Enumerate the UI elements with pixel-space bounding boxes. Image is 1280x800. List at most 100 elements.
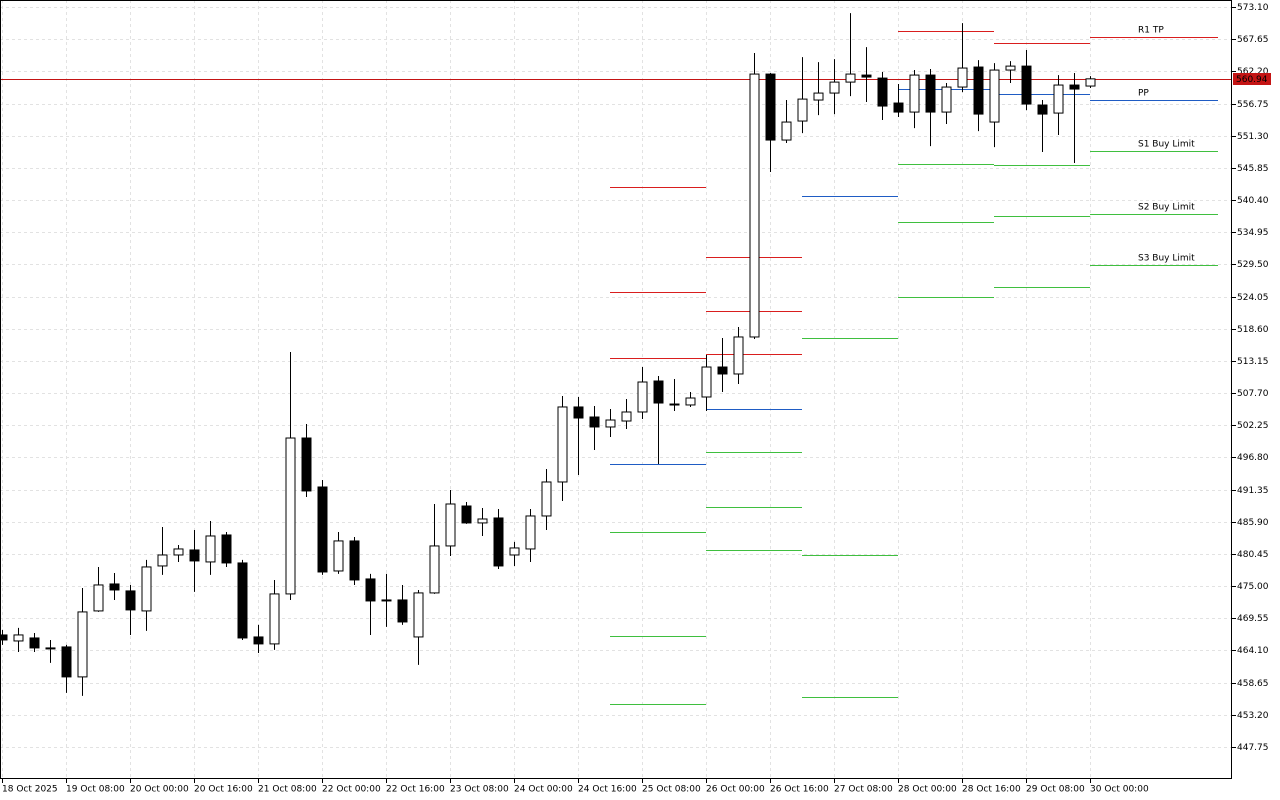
candle-body bbox=[1069, 84, 1080, 90]
y-tick-label: 464.10 bbox=[1237, 646, 1269, 656]
candle-body bbox=[861, 74, 872, 78]
candle-body bbox=[317, 486, 328, 573]
candle-body bbox=[397, 599, 408, 623]
y-tick-label: 562.20 bbox=[1237, 67, 1269, 77]
candle-body bbox=[957, 67, 968, 88]
candle-body bbox=[77, 611, 88, 678]
last-price-label: 560.94 bbox=[1236, 75, 1268, 85]
x-tick-label: 18 Oct 2025 bbox=[2, 785, 58, 795]
candle-body bbox=[285, 437, 296, 595]
last-price-box bbox=[1233, 73, 1271, 85]
candle-body bbox=[125, 590, 136, 611]
candle-body bbox=[0, 634, 8, 641]
plot-area: R1 TP PP S1 Buy Limit S2 Buy Limit S3 Buy Li… bbox=[0, 13, 1232, 705]
axes: 573.10 567.65 562.20 556.75 551.30 545.85 540.… bbox=[2, 3, 1271, 795]
candle-body bbox=[493, 517, 504, 567]
x-tick-label: 26 Oct 16:00 bbox=[770, 785, 829, 795]
y-tick-label: 518.60 bbox=[1237, 325, 1269, 335]
x-tick-label: 24 Oct 00:00 bbox=[514, 785, 573, 795]
candle-body bbox=[109, 583, 120, 591]
candle-body bbox=[1005, 65, 1016, 71]
level-label: S3 Buy Limit bbox=[1138, 254, 1195, 264]
level-label: S1 Buy Limit bbox=[1138, 140, 1195, 150]
x-tick-label: 29 Oct 08:00 bbox=[1026, 785, 1085, 795]
candle-body bbox=[829, 81, 840, 94]
grid bbox=[0, 0, 1232, 779]
candle-body bbox=[1085, 78, 1096, 87]
candle-body bbox=[13, 634, 24, 642]
candle-body bbox=[509, 547, 520, 556]
x-tick-label: 30 Oct 00:00 bbox=[1090, 785, 1149, 795]
candle-body bbox=[893, 102, 904, 113]
candle-body bbox=[381, 599, 392, 602]
candle-body bbox=[797, 98, 808, 122]
candle-body bbox=[237, 562, 248, 639]
x-tick-label: 21 Oct 08:00 bbox=[258, 785, 317, 795]
candle-body bbox=[333, 540, 344, 572]
x-tick-label: 22 Oct 00:00 bbox=[322, 785, 381, 795]
candle-body bbox=[877, 77, 888, 107]
x-tick-label: 22 Oct 16:00 bbox=[386, 785, 445, 795]
x-tick-label: 20 Oct 00:00 bbox=[130, 785, 189, 795]
y-tick-label: 573.10 bbox=[1237, 3, 1269, 13]
y-tick-label: 529.50 bbox=[1237, 260, 1269, 270]
y-tick-label: 551.30 bbox=[1237, 132, 1269, 142]
candle-body bbox=[525, 515, 536, 550]
candle-body bbox=[637, 381, 648, 413]
y-tick-label: 567.65 bbox=[1237, 35, 1269, 45]
y-tick-label: 496.80 bbox=[1237, 453, 1269, 463]
y-tick-label: 453.20 bbox=[1237, 711, 1269, 721]
y-tick-label: 491.35 bbox=[1237, 486, 1269, 496]
candle-body bbox=[605, 419, 616, 428]
candle-body bbox=[429, 545, 440, 594]
candle-body bbox=[157, 554, 168, 567]
candle-body bbox=[621, 411, 632, 422]
candle-body bbox=[269, 593, 280, 645]
candle-body bbox=[781, 121, 792, 141]
candle-body bbox=[813, 92, 824, 101]
y-tick-label: 507.70 bbox=[1237, 389, 1269, 399]
candle-body bbox=[541, 481, 552, 517]
candle-body bbox=[909, 74, 920, 113]
x-tick-label: 28 Oct 16:00 bbox=[962, 785, 1021, 795]
y-tick-label: 475.00 bbox=[1237, 582, 1269, 592]
candle-body bbox=[749, 73, 760, 338]
candle-body bbox=[685, 397, 696, 406]
candle-body bbox=[189, 549, 200, 562]
candle-body bbox=[733, 336, 744, 375]
y-tick-label: 513.15 bbox=[1237, 357, 1269, 367]
candle-body bbox=[845, 73, 856, 83]
y-tick-label: 534.95 bbox=[1237, 228, 1269, 238]
candle-body bbox=[141, 566, 152, 612]
candle-body bbox=[653, 380, 664, 404]
y-tick-label: 469.55 bbox=[1237, 614, 1269, 624]
candle-body bbox=[253, 636, 264, 645]
candle-body bbox=[1037, 104, 1048, 115]
candle-body bbox=[557, 406, 568, 483]
y-tick-label: 524.05 bbox=[1237, 293, 1269, 303]
y-tick-label: 458.65 bbox=[1237, 679, 1269, 689]
candle-body bbox=[173, 548, 184, 556]
candle-body bbox=[973, 66, 984, 115]
candle-body bbox=[93, 584, 104, 612]
y-tick-label: 540.40 bbox=[1237, 196, 1269, 206]
x-tick-label: 28 Oct 00:00 bbox=[898, 785, 957, 795]
level-label: R1 TP bbox=[1138, 26, 1164, 36]
y-tick-label: 447.75 bbox=[1237, 743, 1269, 753]
candle-body bbox=[765, 73, 776, 141]
x-tick-label: 19 Oct 08:00 bbox=[66, 785, 125, 795]
level-label: PP bbox=[1138, 89, 1149, 99]
candle-body bbox=[1021, 65, 1032, 105]
candle-body bbox=[205, 535, 216, 563]
candle-body bbox=[701, 366, 712, 398]
candle-body bbox=[445, 503, 456, 547]
candle-body bbox=[45, 647, 56, 650]
candle-body bbox=[717, 366, 728, 375]
y-tick-label: 556.75 bbox=[1237, 100, 1269, 110]
x-tick-label: 26 Oct 00:00 bbox=[706, 785, 765, 795]
candle-body bbox=[413, 592, 424, 638]
candle-body bbox=[349, 540, 360, 581]
x-tick-label: 20 Oct 16:00 bbox=[194, 785, 253, 795]
